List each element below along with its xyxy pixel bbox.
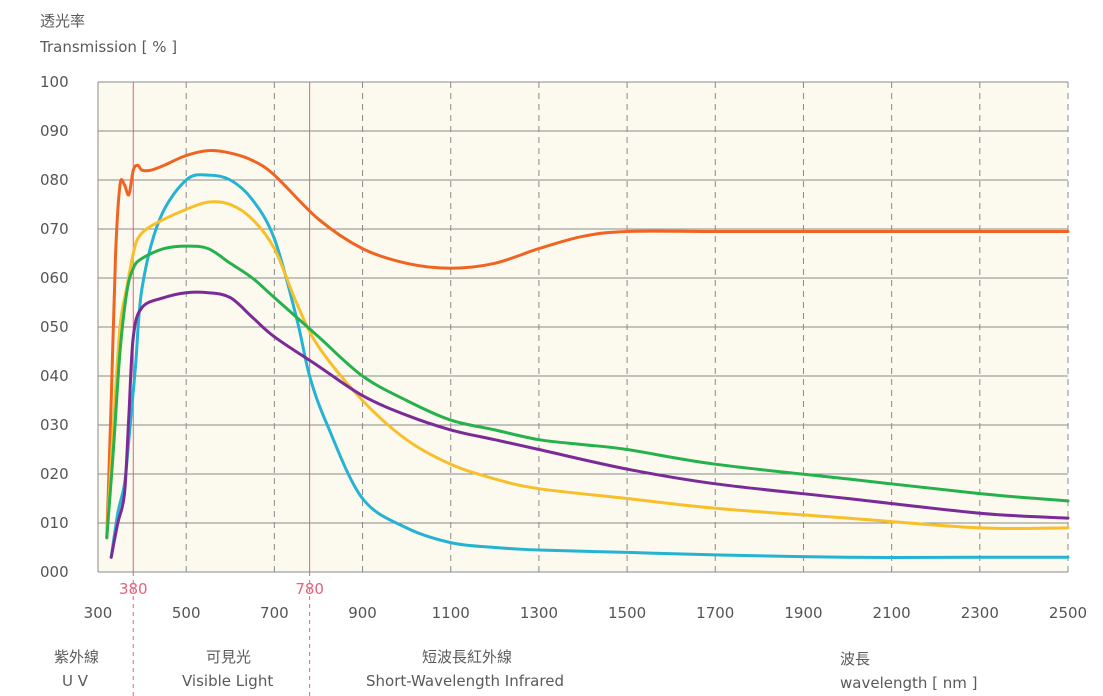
- y-tick-label: 070: [40, 220, 69, 238]
- region-uv-cn: 紫外線: [54, 648, 100, 666]
- x-tick-label: 900: [348, 604, 377, 622]
- x-tick-label: 1500: [608, 604, 646, 622]
- region-visible-cn: 可見光: [206, 648, 252, 666]
- x-tick-label: 300: [84, 604, 113, 622]
- region-uv-en: U V: [62, 672, 89, 690]
- series-line-2: [109, 173, 1070, 559]
- series-line-5: [109, 290, 1070, 559]
- x-tick-label: 1700: [696, 604, 734, 622]
- y-tick-label: 030: [40, 416, 69, 434]
- x-tick-label: 2500: [1049, 604, 1087, 622]
- y-tick-label: 090: [40, 122, 69, 140]
- marker-label: 780: [295, 580, 324, 598]
- x-tick-label: 1900: [784, 604, 822, 622]
- y-tick-label: 000: [40, 563, 69, 581]
- x-axis-label-cn: 波長: [840, 650, 871, 668]
- y-axis-label-cn: 透光率: [40, 12, 86, 30]
- region-swir-en: Short-Wavelength Infrared: [366, 672, 564, 690]
- y-tick-label: 100: [40, 73, 69, 91]
- y-tick-label: 010: [40, 514, 69, 532]
- x-axis-label: wavelength [ nm ]: [840, 674, 978, 692]
- x-tick-label: 2100: [873, 604, 911, 622]
- series-line-3: [105, 200, 1070, 540]
- y-tick-label: 080: [40, 171, 69, 189]
- y-tick-label: 050: [40, 318, 69, 336]
- x-tick-label: 500: [172, 604, 201, 622]
- y-axis-label: Transmission [ % ]: [40, 38, 178, 56]
- y-tick-label: 040: [40, 367, 69, 385]
- x-tick-label: 700: [260, 604, 289, 622]
- y-tick-label: 020: [40, 465, 69, 483]
- region-swir-cn: 短波長紅外線: [422, 648, 513, 666]
- x-tick-label: 1100: [432, 604, 470, 622]
- region-visible-en: Visible Light: [182, 672, 274, 690]
- marker-label: 380: [119, 580, 148, 598]
- x-tick-label: 2300: [961, 604, 999, 622]
- series-line-1: [105, 149, 1070, 540]
- y-tick-label: 060: [40, 269, 69, 287]
- x-tick-label: 1300: [520, 604, 558, 622]
- series-line-4: [105, 244, 1070, 540]
